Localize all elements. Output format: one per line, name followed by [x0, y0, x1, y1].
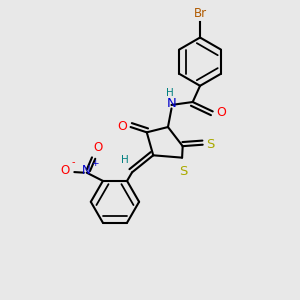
- Text: O: O: [60, 164, 70, 177]
- Text: +: +: [92, 159, 99, 168]
- Text: O: O: [117, 120, 127, 133]
- Text: S: S: [179, 165, 188, 178]
- Text: O: O: [216, 106, 226, 119]
- Text: N: N: [82, 164, 91, 177]
- Text: S: S: [206, 138, 214, 151]
- Text: Br: Br: [194, 8, 207, 20]
- Text: O: O: [94, 141, 103, 154]
- Text: N: N: [167, 97, 176, 110]
- Text: H: H: [166, 88, 174, 98]
- Text: H: H: [121, 155, 129, 165]
- Text: -: -: [71, 157, 75, 167]
